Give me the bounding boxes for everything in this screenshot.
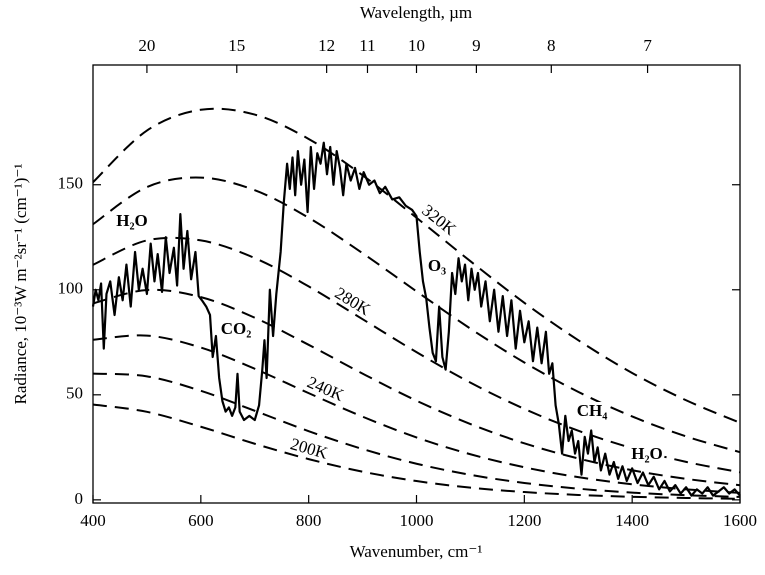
x2-tick-label: 11 [359,36,375,55]
x-axis-title: Wavenumber, cm⁻¹ [350,542,483,561]
x2-tick-label: 9 [472,36,481,55]
x2-tick-label: 8 [547,36,556,55]
x-tick-label: 1400 [615,511,649,530]
y-tick-label: 150 [58,174,84,193]
x2-tick-label: 10 [408,36,425,55]
x2-axis-title: Wavelength, µm [360,3,472,22]
x2-tick-label: 12 [318,36,335,55]
x-tick-label: 1000 [400,511,434,530]
x-tick-label: 400 [80,511,106,530]
x2-tick-label: 15 [228,36,245,55]
planck-curve [92,236,741,474]
planck-curve [92,372,741,498]
x-tick-label: 1200 [507,511,541,530]
x-tick-label: 800 [296,511,322,530]
planck-curve [92,107,741,424]
y-tick-label: 50 [66,384,83,403]
x2-tick-label: 20 [138,36,155,55]
planck-curve [92,288,741,487]
spectrum-line [91,141,741,497]
planck-curve [92,176,741,454]
annotation: CO₂ [221,319,252,338]
y-axis-title: Radiance, 10⁻³W m⁻²sr⁻¹ (cm⁻¹)⁻¹ [11,164,30,405]
annotation: H₂O [116,211,148,230]
planck-curve [92,403,741,500]
annotation: H₂O [631,444,663,463]
x-tick-label: 1600 [723,511,757,530]
planck-curve [92,334,741,494]
annotation: O₃ [428,256,446,275]
y-tick-label: 100 [58,279,84,298]
curve-label: 280K [332,283,375,319]
annotation: CH₄ [577,401,608,420]
x2-tick-label: 7 [643,36,652,55]
curve-label: 320K [418,201,460,240]
y-tick-label: 0 [75,489,84,508]
x-tick-label: 600 [188,511,214,530]
